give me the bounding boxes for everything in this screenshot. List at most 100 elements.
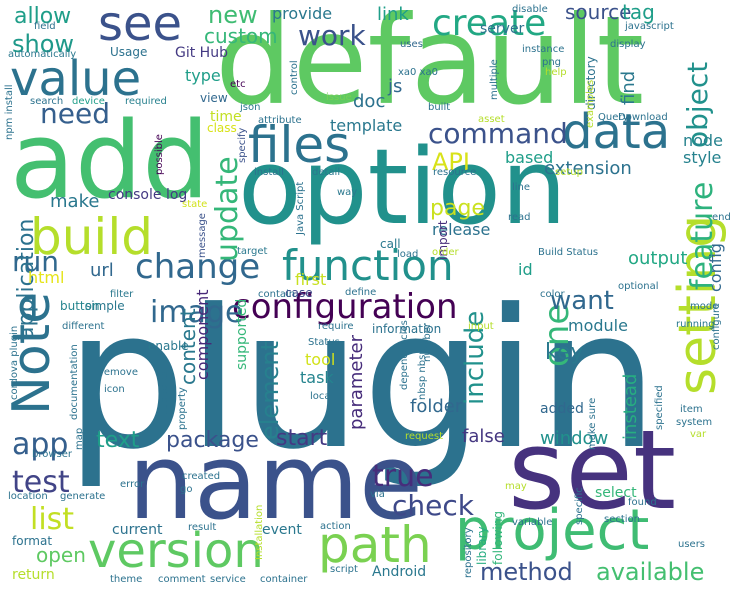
word: npm install xyxy=(4,84,15,140)
word: dependencies xyxy=(399,320,410,390)
word: output xyxy=(628,248,688,269)
word: js xyxy=(388,76,403,97)
word: specific xyxy=(574,487,585,525)
word: library xyxy=(475,526,489,565)
word: make xyxy=(50,191,100,212)
word: name xyxy=(128,421,423,543)
word: Installation xyxy=(254,504,265,560)
word: Build Status xyxy=(538,247,599,258)
word: browser xyxy=(32,449,73,460)
word: setup xyxy=(555,167,583,178)
word: Git Hub xyxy=(175,45,228,61)
word: new xyxy=(208,1,258,29)
word: tool xyxy=(305,350,336,369)
word: API xyxy=(432,148,470,176)
word: theme xyxy=(110,574,143,585)
word: create xyxy=(432,3,547,44)
word: help xyxy=(545,67,567,78)
word: type xyxy=(185,66,221,85)
word: install xyxy=(254,167,284,178)
word: app xyxy=(12,427,69,462)
word: show xyxy=(12,30,75,58)
word: uses xyxy=(400,39,423,50)
word: id xyxy=(518,260,533,279)
word: cordova plugin xyxy=(9,325,20,400)
word: local xyxy=(310,391,334,402)
word: configure xyxy=(711,303,722,350)
word: url xyxy=(90,260,114,281)
word: different xyxy=(62,321,105,332)
word: package xyxy=(166,428,259,453)
word: allow xyxy=(14,4,72,29)
word: add xyxy=(10,99,210,222)
word: etc xyxy=(230,79,246,90)
word: section xyxy=(604,514,641,525)
word: case xyxy=(285,286,313,300)
word: run xyxy=(12,245,60,278)
word: build xyxy=(30,208,153,266)
word: device xyxy=(72,96,105,107)
word: Query xyxy=(598,112,629,123)
word: location xyxy=(8,491,48,502)
word: built xyxy=(428,102,451,113)
word: image xyxy=(150,295,244,330)
word: see xyxy=(98,0,183,52)
word: Download xyxy=(618,112,668,123)
word: check xyxy=(392,489,474,522)
word: Usage xyxy=(110,45,148,59)
word: data xyxy=(562,104,671,160)
word: project xyxy=(455,498,650,563)
word: want xyxy=(550,286,614,316)
word: map xyxy=(74,427,85,450)
word: test xyxy=(12,465,70,500)
word: window xyxy=(540,428,609,449)
word: extension xyxy=(544,158,632,179)
word: order xyxy=(432,247,459,258)
word: message xyxy=(197,213,208,258)
word: display xyxy=(610,39,646,50)
word: input xyxy=(468,321,494,332)
word: service xyxy=(210,574,246,585)
word: require xyxy=(318,321,354,332)
word: item xyxy=(680,404,703,415)
word: call xyxy=(380,237,401,251)
word: change xyxy=(135,247,261,287)
word: control xyxy=(289,60,300,95)
word: start xyxy=(276,426,328,451)
word: path xyxy=(318,516,432,574)
word: available xyxy=(596,558,705,586)
word: read xyxy=(508,212,531,223)
word: container xyxy=(260,574,308,585)
word: color xyxy=(540,289,565,300)
word: request xyxy=(405,431,444,442)
word: line xyxy=(512,182,531,193)
word: folder xyxy=(410,396,463,417)
word: state xyxy=(182,199,208,210)
word: search xyxy=(30,96,64,107)
word: variable xyxy=(512,517,553,528)
word: format xyxy=(12,534,53,548)
word: var xyxy=(690,429,707,440)
word: time xyxy=(210,109,242,125)
word: remove xyxy=(100,367,138,378)
word: config xyxy=(706,243,725,292)
word: supports xyxy=(159,371,170,415)
word: view xyxy=(200,91,228,105)
word: current xyxy=(112,522,163,538)
word: enable xyxy=(148,339,189,353)
word: task xyxy=(300,368,334,387)
word: generate xyxy=(60,491,106,502)
word: parameter xyxy=(346,334,367,430)
word: need xyxy=(40,97,110,130)
word: based xyxy=(505,148,554,167)
word: provide xyxy=(272,4,333,23)
word: icon xyxy=(104,384,125,395)
word: custom xyxy=(204,24,278,48)
word: specify xyxy=(237,127,248,163)
word: contain xyxy=(258,289,296,300)
word: template xyxy=(330,116,403,135)
word: text xyxy=(96,428,140,453)
word: system xyxy=(676,417,713,428)
word: xa0 xa0 xyxy=(398,67,438,78)
